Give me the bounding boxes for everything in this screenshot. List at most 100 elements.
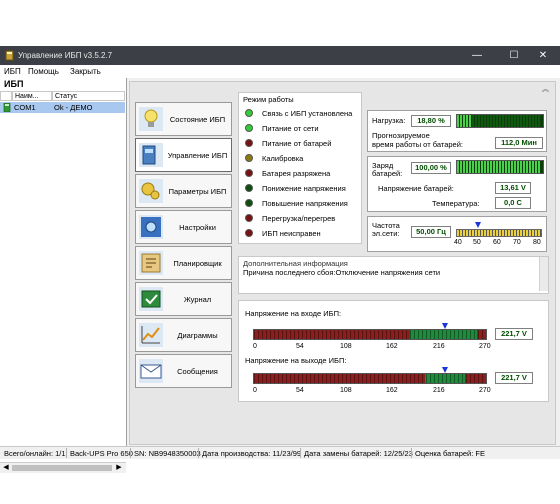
output-voltage-bar (253, 373, 487, 384)
nav-messages-label: Сообщения (177, 367, 218, 376)
bar-segment (466, 115, 468, 127)
minimize-button[interactable]: — (472, 50, 482, 61)
status-separator (198, 448, 199, 458)
output-scale-tick: 216 (433, 387, 445, 394)
bar-segment (526, 161, 528, 173)
nav-messages-button[interactable]: Сообщения (135, 354, 232, 388)
nav-control-button[interactable]: Управление ИБП (135, 138, 232, 172)
mode-label: Калибровка (262, 154, 304, 163)
voltage-panel: Напряжение на входе ИБП: 221,7 V 0 54 10… (238, 300, 549, 402)
window-title: Управление ИБП v3.5.2.7 (18, 51, 113, 60)
mode-label: Батарея разряжена (262, 169, 331, 178)
table-row[interactable]: COM1 Ok - ДЕМО (0, 102, 125, 113)
status-dot-icon (245, 124, 253, 132)
bar-segment (499, 161, 501, 173)
bar-segment (472, 115, 474, 127)
bar-segment (478, 161, 480, 173)
input-voltage-marker-icon (442, 323, 449, 329)
bar-segment (532, 161, 534, 173)
mode-label: Понижение напряжения (262, 184, 346, 193)
nav-params-button[interactable]: Параметры ИБП (135, 174, 232, 208)
input-scale-tick: 162 (386, 343, 398, 350)
bar-segment (514, 161, 516, 173)
menu-ups[interactable]: ИБП (4, 67, 21, 76)
diagram-icon (139, 323, 163, 347)
status-dot-icon (245, 139, 253, 147)
battery-value: 100,00 % (411, 162, 451, 174)
bar-segment (463, 115, 465, 127)
additional-info-panel: Дополнительная информация Причина послед… (238, 256, 549, 294)
bar-segment (472, 161, 474, 173)
column-header-status[interactable]: Статус (52, 91, 125, 101)
frequency-label-2: эл.сети: (372, 229, 400, 238)
bar-segment (457, 115, 459, 127)
frequency-tick: 40 (454, 239, 462, 246)
output-scale-tick: 108 (340, 387, 352, 394)
bar-segment (484, 115, 486, 127)
battery-voltage-label: Напряжение батарей: (378, 184, 454, 193)
bar-segment (487, 161, 489, 173)
input-scale-tick: 216 (433, 343, 445, 350)
bar-segment (523, 161, 525, 173)
app-icon (5, 50, 14, 61)
status-dot-icon (245, 229, 253, 237)
app-window: Управление ИБП v3.5.2.7 — ☐ ✕ ИБП Помощь… (0, 46, 560, 473)
info-scrollbar[interactable] (539, 257, 548, 291)
status-battery-rating: Оценка батарей: FE (415, 449, 485, 458)
nav-settings-button[interactable]: Настройки (135, 210, 232, 244)
ups-device-icon (3, 103, 11, 112)
bar-segment (520, 115, 522, 127)
frequency-tick: 80 (533, 239, 541, 246)
frequency-tick: 60 (493, 239, 501, 246)
maximize-button[interactable]: ☐ (509, 50, 519, 61)
bar-segment (523, 115, 525, 127)
status-online: Всего/онлайн: 1/1 (4, 449, 66, 458)
status-separator (66, 448, 67, 458)
bar-segment (502, 115, 504, 127)
operating-mode-panel: Режим работы Связь с ИБП установлена Пит… (238, 92, 362, 244)
nav-diagrams-button[interactable]: Диаграммы (135, 318, 232, 352)
scroll-thumb[interactable] (12, 465, 112, 471)
menu-bar: ИБП Помощь Закрыть (0, 65, 560, 78)
bar-segment (460, 161, 462, 173)
bar-segment (529, 161, 531, 173)
column-header-blank (0, 91, 12, 101)
bar-segment (508, 161, 510, 173)
nav-status-label: Состояние ИБП (169, 115, 226, 124)
load-panel: Нагрузка: 18,80 % Прогнозируемое время р… (367, 110, 547, 152)
bar-segment (493, 115, 495, 127)
last-failure-text: Причина последнего сбоя:Отключение напря… (243, 268, 441, 277)
nav-status-button[interactable]: Состояние ИБП (135, 102, 232, 136)
bar-segment (460, 115, 462, 127)
bar-segment (517, 115, 519, 127)
horizontal-scrollbar[interactable]: ◀ ▶ (0, 462, 126, 473)
runtime-value: 112,0 Мин (495, 137, 543, 149)
bar-segment (490, 161, 492, 173)
bulb-icon (139, 107, 163, 131)
bar-segment (505, 161, 507, 173)
bar-segment (517, 161, 519, 173)
ups-status-cell: Ok - ДЕМО (54, 103, 93, 112)
status-dot-icon (245, 169, 253, 177)
bar-segment (538, 115, 540, 127)
envelope-icon (139, 359, 163, 383)
scroll-left-icon[interactable]: ◀ (3, 464, 9, 471)
nav-journal-button[interactable]: Журнал (135, 282, 232, 316)
menu-help[interactable]: Помощь (28, 67, 59, 76)
close-button[interactable]: ✕ (538, 50, 548, 61)
status-bar: Всего/онлайн: 1/1 Back-UPS Pro 650 SN: N… (0, 446, 560, 459)
runtime-label-1: Прогнозируемое (372, 131, 430, 140)
scroll-right-icon[interactable]: ▶ (116, 464, 122, 471)
nav-scheduler-button[interactable]: Планировщик (135, 246, 232, 280)
column-header-name[interactable]: Наим... (12, 91, 52, 101)
settings-icon (139, 215, 163, 239)
collapse-icon[interactable]: ︽ (542, 86, 549, 93)
bar-segment (466, 161, 468, 173)
temperature-value: 0,0 C (495, 197, 531, 209)
menu-close[interactable]: Закрыть (70, 67, 101, 76)
frequency-tick: 70 (513, 239, 521, 246)
output-scale-tick: 270 (479, 387, 491, 394)
frequency-value: 50,00 Гц (411, 226, 451, 238)
status-serial: SN: NB9948350003 (134, 449, 201, 458)
bar-segment (502, 161, 504, 173)
